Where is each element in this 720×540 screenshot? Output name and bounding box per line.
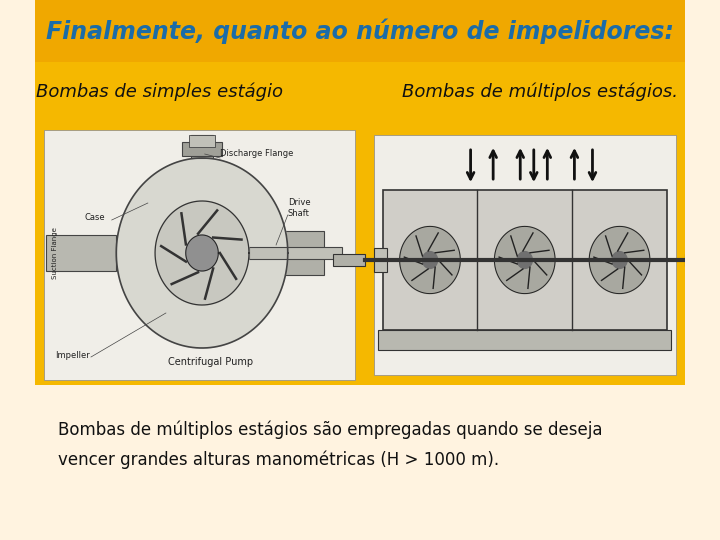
Text: vencer grandes alturas manométricas (H > 1000 m).: vencer grandes alturas manométricas (H >… [58,451,499,469]
Text: Bombas de múltiplos estágios.: Bombas de múltiplos estágios. [402,83,678,102]
Bar [685,254,716,266]
Polygon shape [186,235,218,271]
Text: Case: Case [85,213,105,222]
Text: Suction Flange: Suction Flange [52,227,58,279]
Text: Bombas de múltiplos estágios são empregadas quando se deseja: Bombas de múltiplos estágios são emprega… [58,421,602,439]
Text: Discharge Flange: Discharge Flange [220,150,294,159]
Bar [333,254,364,266]
Bar [182,142,222,156]
Polygon shape [495,226,555,294]
Bar [192,135,213,158]
Polygon shape [116,158,288,348]
Text: Drive
Shaft: Drive Shaft [288,198,310,218]
Text: Centrifugal Pump: Centrifugal Pump [168,357,253,367]
Bar [382,190,667,330]
Bar [249,247,342,259]
Bar [35,0,685,385]
Bar [374,248,387,272]
Bar [44,130,356,380]
Polygon shape [423,252,438,268]
Polygon shape [155,201,249,305]
Polygon shape [612,252,627,268]
Polygon shape [400,226,460,294]
Bar [378,330,672,350]
Bar [35,385,685,540]
Text: Impeller: Impeller [55,350,89,360]
Polygon shape [589,226,650,294]
Bar [374,135,676,375]
Polygon shape [517,252,532,268]
Bar [46,235,116,271]
Bar [189,135,215,147]
Bar [35,0,685,62]
Bar [279,231,324,275]
Text: Finalmente, quanto ao número de impelidores:: Finalmente, quanto ao número de impelido… [46,18,674,44]
Text: Bombas de simples estágio: Bombas de simples estágio [36,83,283,102]
